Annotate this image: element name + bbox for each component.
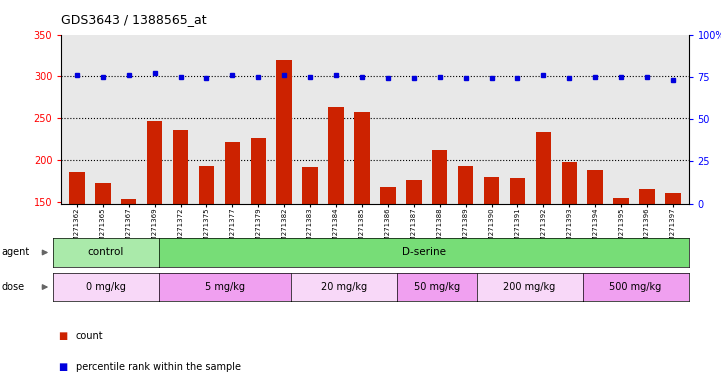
Bar bbox=[354, 111, 370, 327]
Bar bbox=[250, 138, 266, 327]
Bar bbox=[147, 121, 162, 327]
Bar bbox=[588, 170, 603, 327]
Text: 0 mg/kg: 0 mg/kg bbox=[86, 282, 125, 292]
Text: ■: ■ bbox=[58, 362, 67, 372]
Bar bbox=[510, 179, 526, 327]
Text: control: control bbox=[87, 247, 124, 258]
Text: agent: agent bbox=[1, 247, 30, 258]
Bar bbox=[484, 177, 500, 327]
Text: D-serine: D-serine bbox=[402, 247, 446, 258]
Bar bbox=[276, 60, 292, 327]
Bar bbox=[69, 172, 84, 327]
Text: 5 mg/kg: 5 mg/kg bbox=[205, 282, 245, 292]
Bar bbox=[95, 184, 110, 327]
Bar bbox=[173, 130, 188, 327]
Bar bbox=[614, 198, 629, 327]
Text: ■: ■ bbox=[58, 331, 67, 341]
Bar bbox=[380, 187, 396, 327]
Bar bbox=[406, 180, 422, 327]
Bar bbox=[640, 189, 655, 327]
Text: GDS3643 / 1388565_at: GDS3643 / 1388565_at bbox=[61, 13, 207, 26]
Text: 500 mg/kg: 500 mg/kg bbox=[609, 282, 662, 292]
Bar bbox=[302, 167, 318, 327]
Bar bbox=[562, 162, 577, 327]
Text: 20 mg/kg: 20 mg/kg bbox=[321, 282, 367, 292]
Bar bbox=[536, 132, 551, 327]
Text: dose: dose bbox=[1, 282, 25, 292]
Text: count: count bbox=[76, 331, 103, 341]
Text: 200 mg/kg: 200 mg/kg bbox=[503, 282, 556, 292]
Bar bbox=[121, 199, 136, 327]
Bar bbox=[458, 166, 474, 327]
Text: 50 mg/kg: 50 mg/kg bbox=[414, 282, 460, 292]
Text: percentile rank within the sample: percentile rank within the sample bbox=[76, 362, 241, 372]
Bar bbox=[328, 108, 344, 327]
Bar bbox=[432, 150, 448, 327]
Bar bbox=[199, 166, 214, 327]
Bar bbox=[224, 142, 240, 327]
Bar bbox=[665, 194, 681, 327]
